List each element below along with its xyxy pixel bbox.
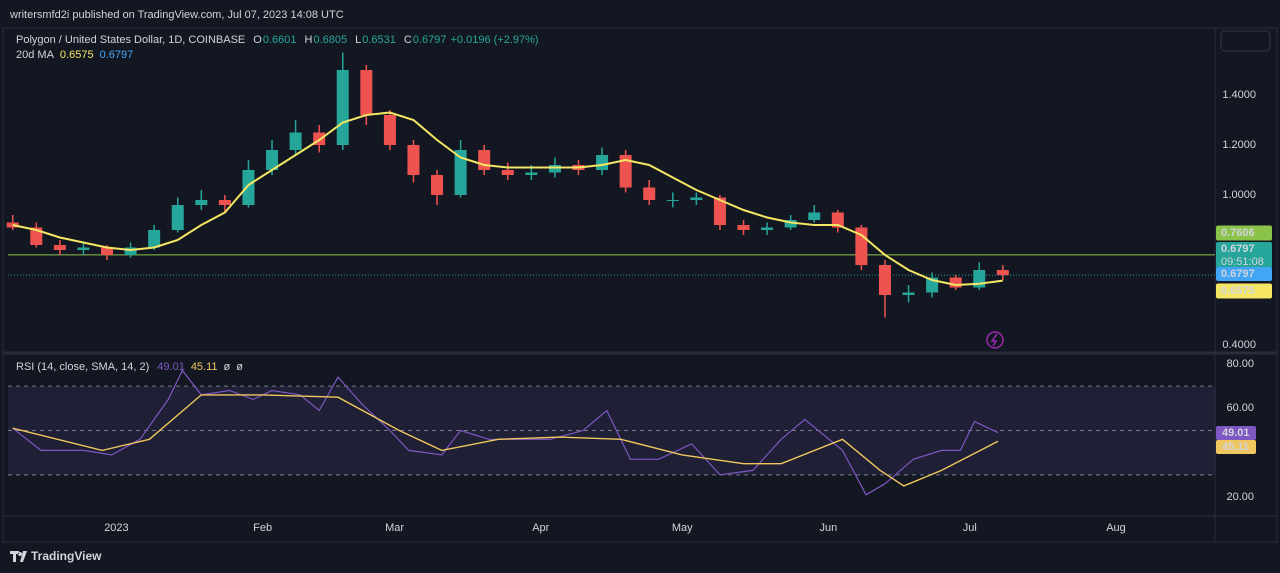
rsi-line — [12, 369, 999, 496]
candle-body — [77, 247, 90, 250]
frame — [2, 27, 1278, 543]
price-legend: Polygon / United States Dollar, 1D, COIN… — [16, 34, 539, 46]
candle-body — [737, 225, 750, 230]
level-label-box — [1216, 225, 1272, 241]
candle-body — [501, 170, 514, 175]
candle-body — [195, 200, 208, 205]
level-label: 0.7606 — [1221, 227, 1255, 239]
rsi-na: ø — [236, 361, 243, 373]
candle-body — [690, 197, 703, 200]
ma-legend: 20d MA 0.6575 0.6797 — [16, 49, 133, 61]
candle-body — [289, 132, 302, 150]
candle-body — [996, 270, 1009, 276]
x-tick-label: Mar — [385, 522, 404, 534]
candle-body — [902, 292, 915, 295]
rsi-ma-value: 45.11 — [191, 361, 218, 373]
candle-body — [596, 155, 609, 170]
close-ma-label-box — [1216, 267, 1272, 281]
ohlc-value: 0.6805 — [313, 34, 347, 46]
candle-body — [478, 150, 491, 170]
candle-body — [784, 220, 797, 228]
last-price-label-box — [1216, 242, 1272, 268]
y-tick-label: 1.4000 — [1222, 89, 1256, 101]
ma-close-value: 0.6797 — [100, 49, 134, 61]
toolbar-button[interactable] — [1220, 30, 1271, 52]
rsi-axis-label: 49.01 — [1222, 427, 1250, 439]
candle-body — [619, 155, 632, 188]
ohlc-value: 0.6531 — [362, 34, 396, 46]
rsi-legend: RSI (14, close, SMA, 14, 2) 49.01 45.11 ø ø — [16, 361, 243, 373]
y-tick-label: 0.4000 — [1222, 339, 1256, 351]
rsi-line — [12, 394, 999, 487]
ohlc-label: H — [305, 34, 313, 46]
candle-body — [808, 212, 821, 220]
ohlc-value: 0.6601 — [263, 34, 297, 46]
rsi-title: RSI (14, close, SMA, 14, 2) — [16, 361, 149, 373]
publisher-line: writersmfd2i published on TradingView.co… — [9, 9, 344, 21]
x-tick-label: Apr — [532, 522, 549, 534]
last-price-label: 0.6797 — [1221, 243, 1255, 255]
candle-body — [454, 150, 467, 195]
candle-body — [360, 70, 373, 115]
candle-body — [53, 245, 66, 250]
candle-body — [431, 175, 444, 195]
rsi-label-box — [1216, 440, 1256, 454]
candle-body — [124, 247, 137, 255]
x-tick-label: May — [672, 522, 693, 534]
rsi-label-box — [1216, 426, 1256, 440]
candle-body — [643, 187, 656, 200]
countdown: 09:51:08 — [1221, 256, 1264, 268]
candle-body — [266, 150, 279, 170]
y-tick-label: 20.00 — [1226, 491, 1254, 503]
candle-body — [713, 197, 726, 225]
symbol-title: Polygon / United States Dollar, 1D, COIN… — [16, 34, 245, 46]
moving-average-line — [12, 111, 1003, 287]
ma-label: 0.6575 — [1221, 285, 1255, 297]
alert-icon[interactable] — [986, 331, 1004, 349]
ma-value: 0.6575 — [60, 49, 94, 61]
candle-body — [101, 247, 114, 255]
candle-body — [878, 265, 891, 295]
close-ma-label: 0.6797 — [1221, 268, 1255, 280]
ohlc-value: 0.6797 — [413, 34, 447, 46]
ma-label-box — [1216, 283, 1272, 299]
x-tick-label: Jul — [963, 522, 977, 534]
candle-body — [148, 230, 161, 248]
x-tick-label: Aug — [1106, 522, 1126, 534]
candle-body — [525, 172, 538, 175]
candle-body — [666, 200, 679, 201]
candle-body — [218, 200, 231, 205]
brand-logo — [10, 551, 27, 562]
price-change: +0.0196 (+2.97%) — [451, 34, 539, 46]
candle-body — [242, 170, 255, 205]
candle-body — [548, 165, 561, 173]
y-tick-label: 60.00 — [1226, 402, 1254, 414]
candle-body — [171, 205, 184, 230]
rsi-value: 49.01 — [157, 361, 185, 373]
y-tick-label: 80.00 — [1226, 358, 1254, 370]
candle-body — [831, 212, 844, 228]
candle-body — [761, 227, 774, 230]
candle-body — [407, 145, 420, 175]
ohlc-label: O — [253, 34, 262, 46]
brand-name: TradingView — [31, 549, 102, 563]
rsi-axis-label: 45.11 — [1222, 441, 1249, 453]
x-tick-label: Feb — [253, 522, 272, 534]
ohlc-label: C — [404, 34, 412, 46]
candle-body — [383, 115, 396, 145]
y-tick-label: 1.0000 — [1222, 189, 1256, 201]
candle-body — [336, 70, 349, 145]
x-tick-label: Jun — [820, 522, 838, 534]
ohlc-label: L — [355, 34, 361, 46]
y-tick-label: 1.2000 — [1222, 139, 1256, 151]
ma-name: 20d MA — [16, 49, 55, 61]
rsi-na: ø — [224, 361, 231, 373]
candle-body — [949, 277, 962, 288]
x-tick-label: 2023 — [104, 522, 128, 534]
